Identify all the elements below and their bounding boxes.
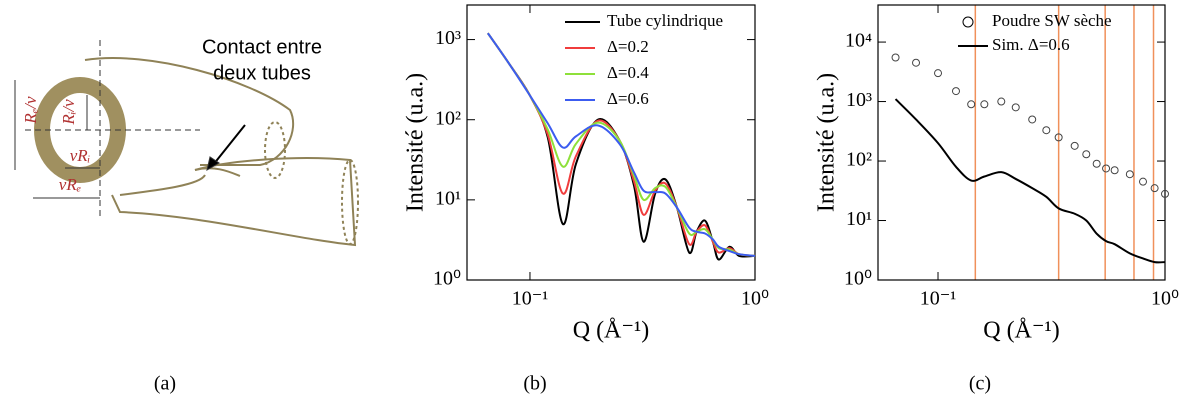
- plot-frame: [466, 4, 756, 281]
- y-axis-label: Intensité (u.a.): [814, 73, 840, 212]
- data-point: [951, 87, 960, 96]
- data-point: [1042, 126, 1051, 135]
- symbol: Rₑ/ν: [21, 96, 40, 125]
- plot-frame: [877, 4, 1166, 281]
- legend-label: Δ=0.6: [607, 89, 649, 108]
- symbol: νRₑ: [59, 175, 81, 194]
- data-point: [967, 100, 976, 109]
- x-tick-label: 10⁻¹: [512, 288, 549, 310]
- data-point: [1139, 177, 1148, 186]
- data-point: [934, 69, 943, 78]
- series-line: [487, 32, 756, 257]
- data-point: [1161, 189, 1169, 198]
- y-axis-label: Intensité (u.a.): [403, 73, 429, 212]
- data-point: [1102, 164, 1111, 173]
- annotation: deux tubes: [213, 62, 311, 84]
- y-tick-label: 10¹: [435, 187, 461, 209]
- x-tick-label: 10⁰: [741, 288, 769, 310]
- data-point: [980, 100, 989, 109]
- y-tick-label: 10⁴: [845, 30, 872, 52]
- y-tick-label: 10⁰: [433, 268, 461, 290]
- caption: (c): [969, 373, 991, 395]
- caption: (b): [523, 373, 546, 395]
- series-line: [487, 32, 756, 257]
- x-tick-label: 10⁻¹: [920, 288, 957, 310]
- data-point: [1110, 166, 1119, 175]
- x-axis-label: Q (Å⁻¹): [573, 318, 650, 344]
- symbol: Rᵢ/ν: [59, 99, 78, 126]
- x-axis-label: Q (Å⁻¹): [983, 318, 1060, 344]
- series-line: [487, 32, 756, 261]
- y-tick-label: 10²: [435, 107, 461, 129]
- y-tick-label: 10⁰: [844, 268, 872, 290]
- data-point: [1028, 115, 1037, 124]
- y-tick-label: 10³: [435, 27, 461, 49]
- data-point: [1054, 133, 1063, 142]
- data-point: [1092, 159, 1101, 168]
- legend-label: Tube cylindrique: [607, 11, 723, 30]
- data-point: [1150, 184, 1159, 193]
- legend-marker: [962, 16, 974, 28]
- caption: (a): [154, 373, 176, 395]
- data-point: [1070, 141, 1079, 150]
- y-tick-label: 10¹: [846, 208, 872, 230]
- data-point: [1082, 150, 1091, 159]
- series-line: [894, 98, 1166, 264]
- guides: [14, 40, 246, 220]
- annotation: Contact entre: [202, 36, 322, 58]
- data-point: [912, 58, 921, 67]
- symbol: νRᵢ: [70, 146, 91, 165]
- data-point: [1011, 103, 1020, 112]
- data-point: [1125, 170, 1134, 179]
- legend-label: Δ=0.4: [607, 63, 649, 82]
- legend-label: Sim. Δ=0.6: [992, 35, 1070, 54]
- data-point: [891, 53, 900, 62]
- legend-label: Δ=0.2: [607, 37, 649, 56]
- x-tick-label: 10⁰: [1151, 288, 1179, 310]
- y-tick-label: 10³: [846, 89, 872, 111]
- data-point: [997, 97, 1006, 106]
- legend-label: Poudre SW sèche: [992, 11, 1112, 30]
- y-tick-label: 10²: [846, 149, 872, 171]
